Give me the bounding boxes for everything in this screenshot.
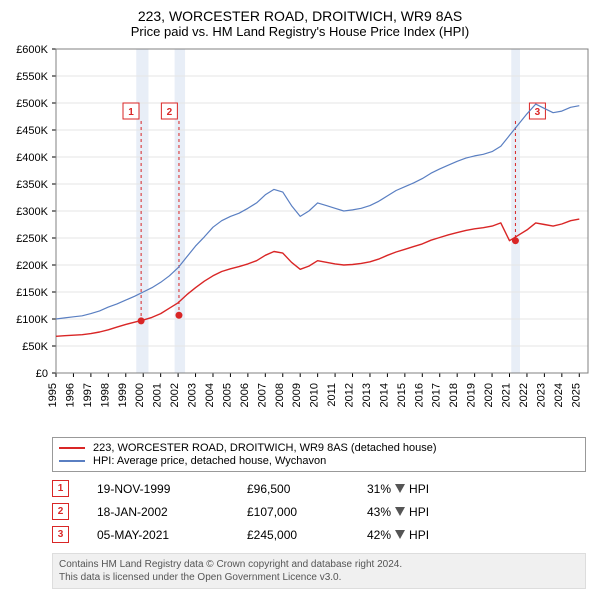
transaction-delta: 43% HPI xyxy=(367,505,429,519)
legend-label-hpi: HPI: Average price, detached house, Wych… xyxy=(93,455,326,467)
down-arrow-icon xyxy=(395,507,405,516)
svg-text:1995: 1995 xyxy=(47,383,59,407)
legend-swatch-property xyxy=(59,447,85,449)
title-block: 223, WORCESTER ROAD, DROITWICH, WR9 8AS … xyxy=(4,8,596,39)
chart-subtitle: Price paid vs. HM Land Registry's House … xyxy=(4,24,596,39)
svg-text:£300K: £300K xyxy=(16,206,48,218)
svg-text:£200K: £200K xyxy=(16,260,48,272)
svg-text:2024: 2024 xyxy=(553,383,565,407)
svg-text:2016: 2016 xyxy=(413,383,425,407)
svg-text:1998: 1998 xyxy=(99,383,111,407)
svg-text:2021: 2021 xyxy=(501,383,513,407)
chart-area: £0 £50K £100K £150K £200K £250K £300K £350K £400… xyxy=(4,43,596,425)
transaction-price: £96,500 xyxy=(247,482,367,496)
svg-text:1999: 1999 xyxy=(117,383,129,407)
transaction-delta: 42% HPI xyxy=(367,528,429,542)
svg-text:2008: 2008 xyxy=(274,383,286,407)
footer-line-2: This data is licensed under the Open Gov… xyxy=(59,571,579,584)
svg-text:2000: 2000 xyxy=(134,383,146,407)
legend-row-property: 223, WORCESTER ROAD, DROITWICH, WR9 8AS … xyxy=(59,442,579,454)
transaction-delta-pct: 31% xyxy=(367,482,391,496)
legend-row-hpi: HPI: Average price, detached house, Wych… xyxy=(59,455,579,467)
transaction-price: £245,000 xyxy=(247,528,367,542)
svg-text:2018: 2018 xyxy=(448,383,460,407)
svg-text:£500K: £500K xyxy=(16,98,48,110)
transaction-row: 1 19-NOV-1999£96,50031% HPI xyxy=(52,480,586,497)
svg-text:2007: 2007 xyxy=(256,383,268,407)
svg-text:2001: 2001 xyxy=(152,383,164,407)
down-arrow-icon xyxy=(395,484,405,493)
transaction-delta-pct: 42% xyxy=(367,528,391,542)
svg-text:2020: 2020 xyxy=(483,383,495,407)
transaction-badge: 2 xyxy=(52,503,69,520)
svg-text:1996: 1996 xyxy=(64,383,76,407)
svg-text:£400K: £400K xyxy=(16,152,48,164)
svg-text:1997: 1997 xyxy=(82,383,94,407)
transaction-date: 05-MAY-2021 xyxy=(97,528,247,542)
chart-container: 223, WORCESTER ROAD, DROITWICH, WR9 8AS … xyxy=(0,0,600,593)
transaction-price: £107,000 xyxy=(247,505,367,519)
svg-text:2017: 2017 xyxy=(431,383,443,407)
svg-text:£0: £0 xyxy=(36,368,48,380)
svg-text:£450K: £450K xyxy=(16,125,48,137)
down-arrow-icon xyxy=(395,530,405,539)
svg-text:2: 2 xyxy=(167,107,173,118)
transaction-badge: 1 xyxy=(52,480,69,497)
svg-text:2004: 2004 xyxy=(204,383,216,407)
transaction-delta: 31% HPI xyxy=(367,482,429,496)
svg-text:£550K: £550K xyxy=(16,71,48,83)
svg-text:2012: 2012 xyxy=(344,383,356,407)
transaction-delta-suffix: HPI xyxy=(409,505,429,519)
svg-text:1: 1 xyxy=(128,107,134,118)
svg-text:£600K: £600K xyxy=(16,44,48,56)
transaction-delta-suffix: HPI xyxy=(409,528,429,542)
transaction-date: 19-NOV-1999 xyxy=(97,482,247,496)
svg-text:2022: 2022 xyxy=(518,383,530,407)
svg-text:2015: 2015 xyxy=(396,383,408,407)
svg-text:2019: 2019 xyxy=(466,383,478,407)
transaction-list: 1 19-NOV-1999£96,50031% HPI 2 18-JAN-2002£10… xyxy=(52,480,586,543)
attribution-footer: Contains HM Land Registry data © Crown c… xyxy=(52,553,586,589)
svg-text:£100K: £100K xyxy=(16,314,48,326)
svg-text:2023: 2023 xyxy=(535,383,547,407)
svg-text:£250K: £250K xyxy=(16,233,48,245)
legend-label-property: 223, WORCESTER ROAD, DROITWICH, WR9 8AS … xyxy=(93,442,437,454)
svg-text:2010: 2010 xyxy=(309,383,321,407)
legend: 223, WORCESTER ROAD, DROITWICH, WR9 8AS … xyxy=(52,437,586,472)
footer-line-1: Contains HM Land Registry data © Crown c… xyxy=(59,558,579,571)
svg-text:2006: 2006 xyxy=(239,383,251,407)
legend-swatch-hpi xyxy=(59,460,85,462)
transaction-date: 18-JAN-2002 xyxy=(97,505,247,519)
svg-text:2002: 2002 xyxy=(169,383,181,407)
svg-text:2005: 2005 xyxy=(221,383,233,407)
svg-text:£150K: £150K xyxy=(16,287,48,299)
svg-text:2025: 2025 xyxy=(570,383,582,407)
line-chart-svg: £0 £50K £100K £150K £200K £250K £300K £350K £400… xyxy=(4,43,596,425)
svg-text:£350K: £350K xyxy=(16,179,48,191)
svg-text:2003: 2003 xyxy=(187,383,199,407)
svg-text:£50K: £50K xyxy=(22,341,48,353)
svg-text:2009: 2009 xyxy=(291,383,303,407)
svg-text:2013: 2013 xyxy=(361,383,373,407)
svg-text:3: 3 xyxy=(535,107,541,118)
transaction-delta-pct: 43% xyxy=(367,505,391,519)
transaction-delta-suffix: HPI xyxy=(409,482,429,496)
chart-title: 223, WORCESTER ROAD, DROITWICH, WR9 8AS xyxy=(4,8,596,24)
transaction-row: 3 05-MAY-2021£245,00042% HPI xyxy=(52,526,586,543)
transaction-row: 2 18-JAN-2002£107,00043% HPI xyxy=(52,503,586,520)
transaction-badge: 3 xyxy=(52,526,69,543)
svg-text:2011: 2011 xyxy=(326,383,338,407)
svg-text:2014: 2014 xyxy=(378,383,390,407)
